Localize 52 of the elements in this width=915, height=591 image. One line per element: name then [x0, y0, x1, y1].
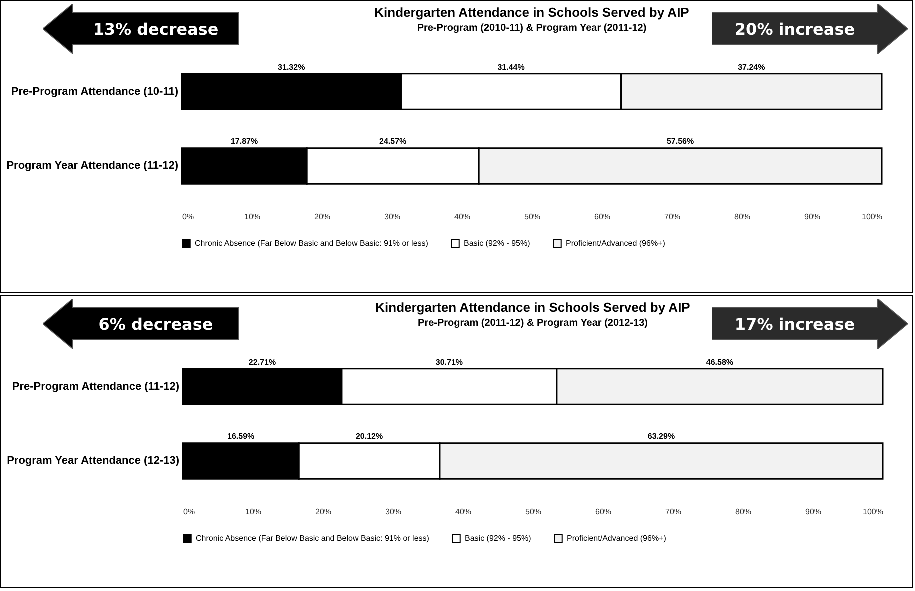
legend-label: Chronic Absence (Far Below Basic and Below Basic: 91% or less): [196, 534, 430, 543]
x-tick-label: 90%: [805, 508, 822, 516]
legend-label: Basic (92% - 95%): [464, 238, 531, 248]
chart-title: Kindergarten Attendance in Schools Served by AIP: [374, 5, 690, 20]
x-tick-label: 60%: [595, 508, 612, 516]
x-tick-label: 50%: [525, 508, 542, 516]
data-label: 20.12%: [356, 432, 384, 442]
data-label: 22.71%: [248, 358, 276, 367]
data-label: 17.87%: [230, 137, 258, 146]
text: 6% decrease: [98, 315, 214, 334]
legend-label: Proficient/Advanced (96%+): [566, 238, 666, 248]
x-tick-label: 10%: [244, 212, 261, 222]
legend-label: Chronic Absence (Far Below Basic and Below Basic: 91% or less): [195, 238, 429, 248]
x-tick-label: 40%: [455, 508, 472, 516]
x-tick-label: 90%: [804, 212, 821, 222]
chart-title: Kindergarten Attendance in Schools Served by AIP: [376, 300, 691, 315]
x-tick-label: 60%: [594, 212, 611, 222]
text: 20% increase: [734, 20, 856, 39]
x-tick-label: 70%: [665, 508, 682, 516]
y-tick-label: Program Year Attendance (11-12): [6, 160, 179, 172]
data-label: 24.57%: [380, 137, 407, 146]
x-tick-label: 80%: [735, 508, 752, 516]
data-label: 16.59%: [227, 432, 255, 442]
data-label: 57.56%: [666, 137, 694, 146]
x-tick-label: 40%: [454, 212, 471, 222]
chart-subtitle: Pre-Program (2011-12) & Program Year (2012-13): [418, 318, 648, 329]
x-tick-label: 100%: [863, 508, 884, 516]
x-tick-label: 10%: [245, 508, 262, 516]
data-label: 31.44%: [498, 62, 525, 72]
x-tick-label: 80%: [734, 212, 751, 222]
x-tick-label: 70%: [664, 212, 681, 222]
data-label: 63.29%: [648, 432, 676, 442]
data-label: 31.32%: [278, 62, 306, 72]
data-label: 46.58%: [706, 358, 734, 367]
legend-label: Basic (92% - 95%): [465, 534, 532, 543]
x-tick-label: 20%: [315, 508, 332, 516]
text: 17% increase: [734, 315, 856, 334]
y-tick-label: Pre-Program Attendance (10-11): [11, 86, 179, 98]
chart-subtitle: Pre-Program (2010-11) & Program Year (2011-12): [417, 23, 647, 34]
x-tick-label: 20%: [314, 212, 331, 222]
x-tick-label: 100%: [862, 212, 882, 222]
y-tick-label: Program Year Attendance (12-13): [7, 455, 180, 468]
x-tick-label: 30%: [385, 508, 402, 516]
legend-label: Proficient/Advanced (96%+): [567, 534, 667, 543]
data-label: 30.71%: [436, 358, 464, 367]
x-tick-label: 0%: [182, 212, 194, 222]
x-tick-label: 50%: [524, 212, 541, 222]
y-tick-label: Pre-Program Attendance (11-12): [12, 380, 180, 393]
x-tick-label: 30%: [384, 212, 401, 222]
data-label: 37.24%: [738, 62, 766, 72]
text: 13% decrease: [93, 20, 219, 39]
x-tick-label: 0%: [184, 508, 196, 516]
